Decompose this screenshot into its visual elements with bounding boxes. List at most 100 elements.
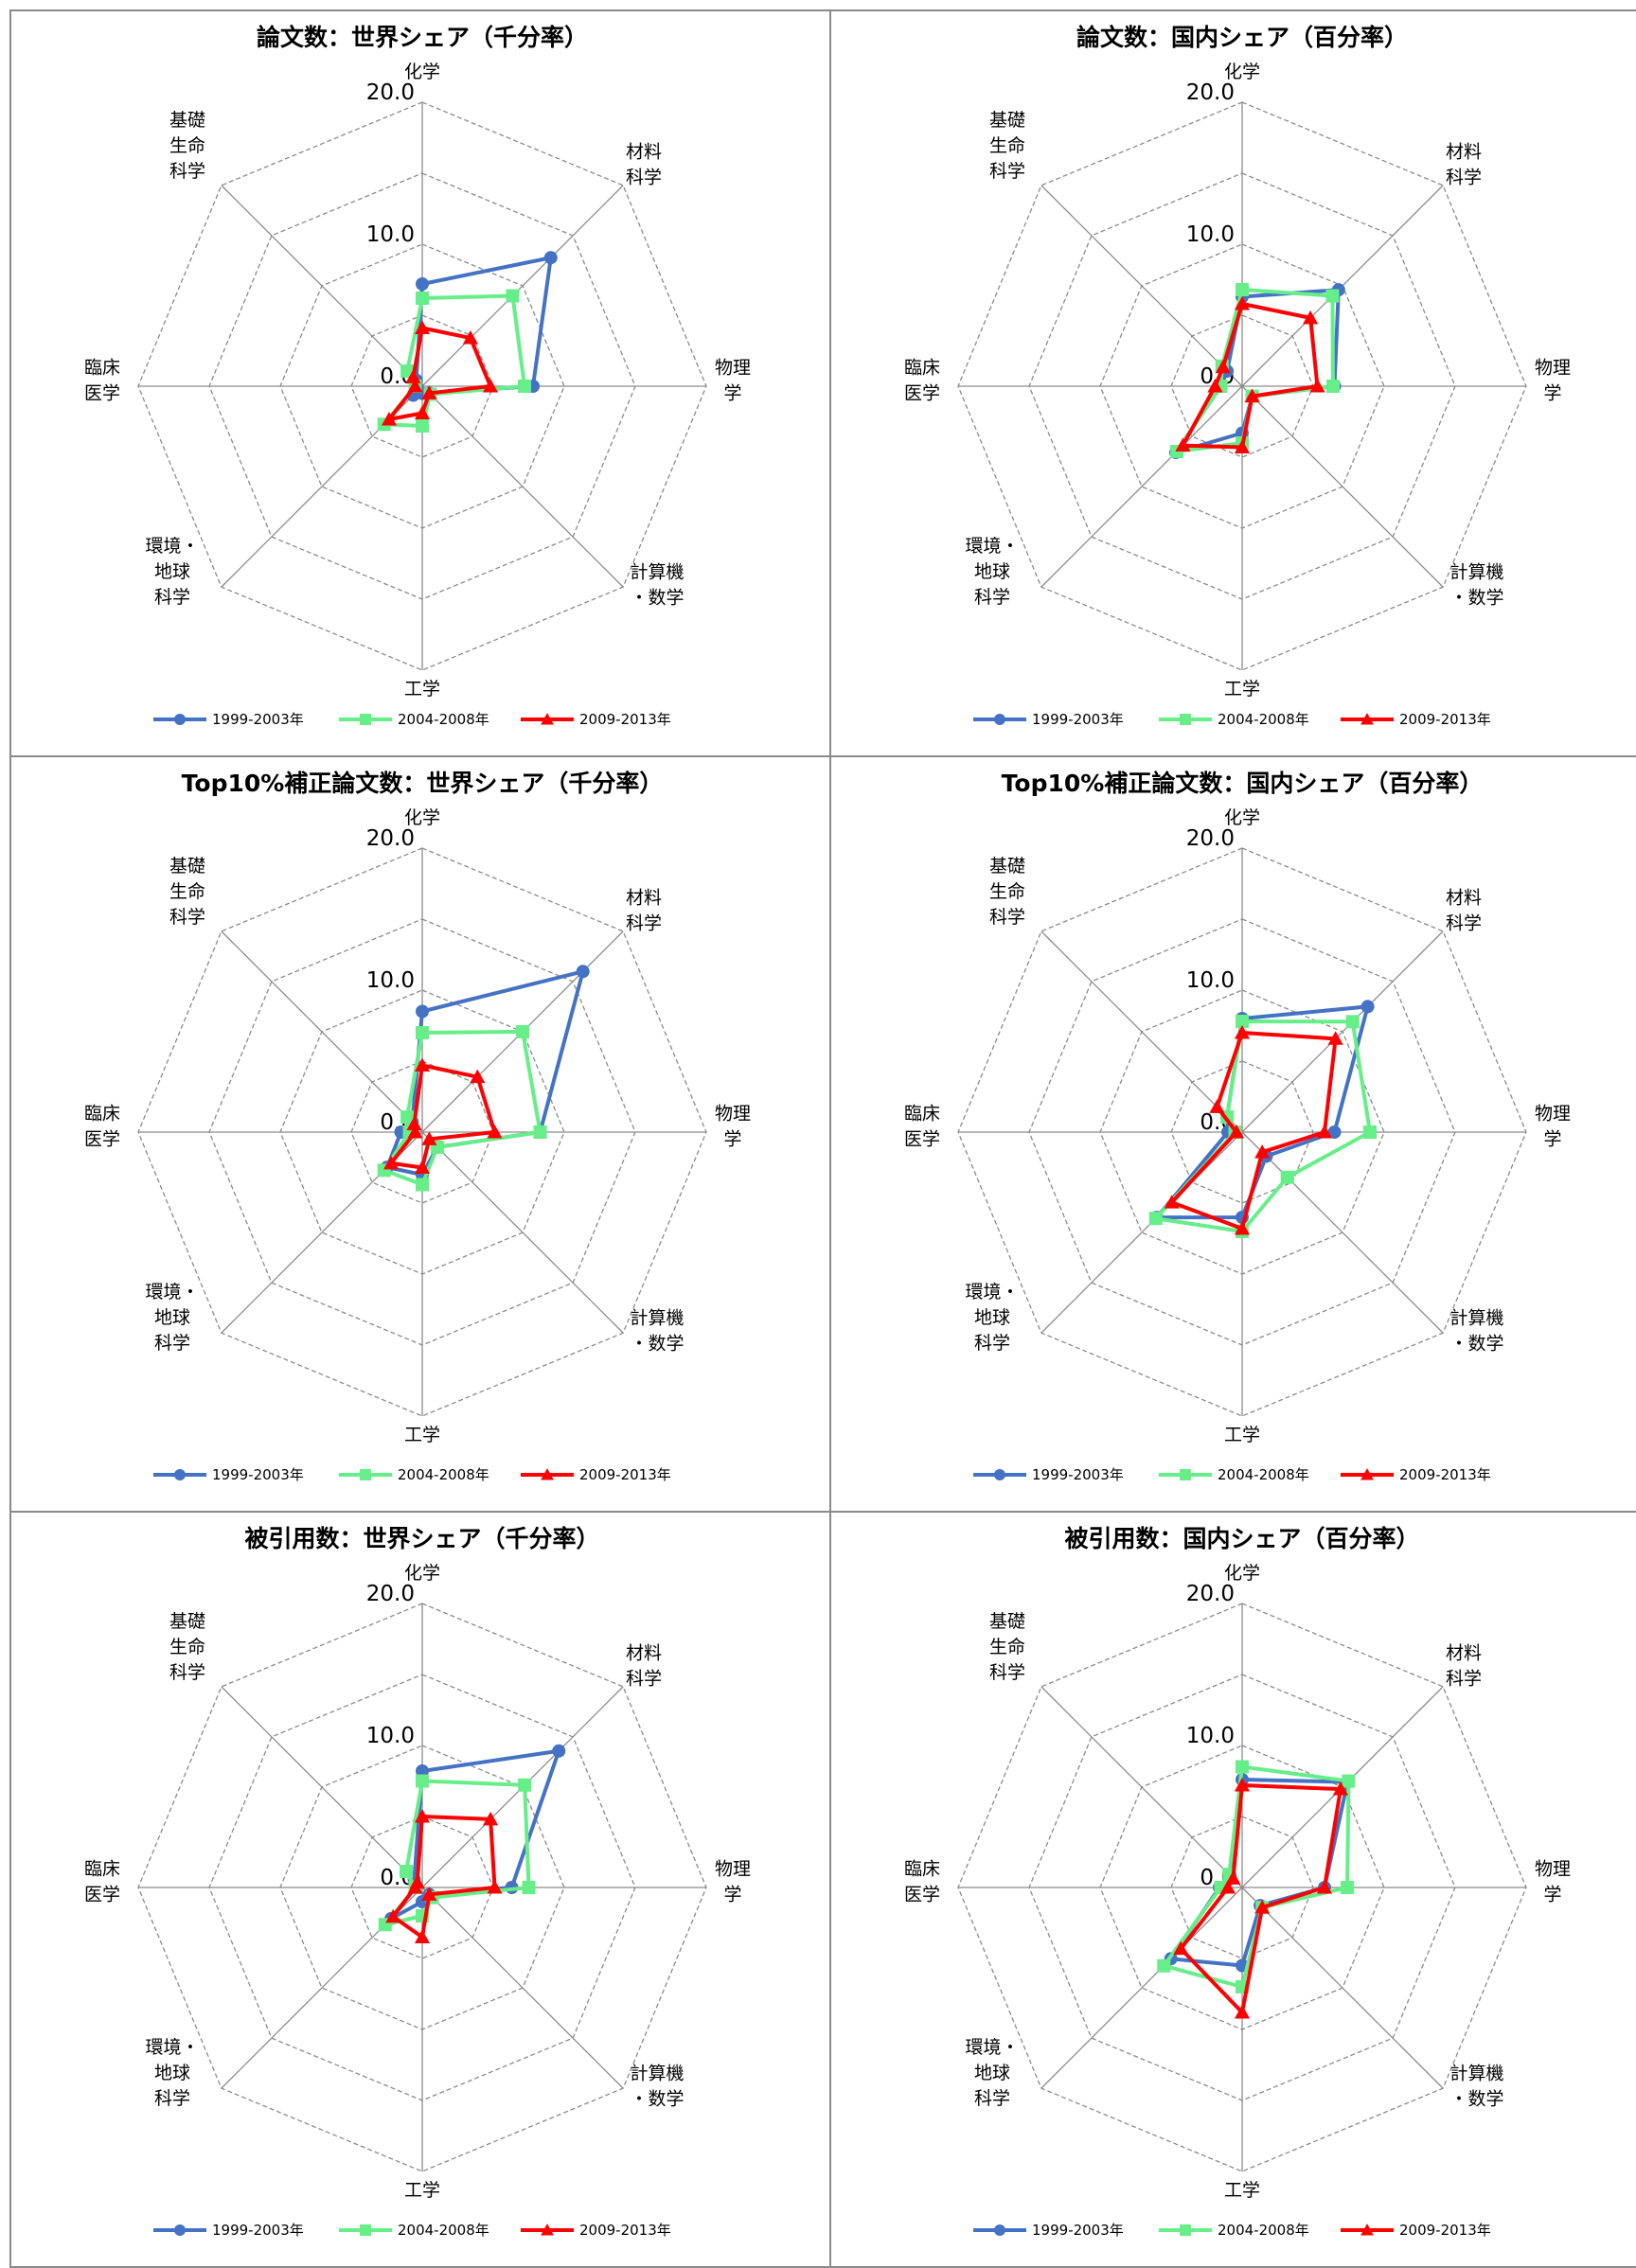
legend-marker bbox=[174, 714, 186, 725]
axis-tick-label: 10.0 bbox=[1186, 968, 1235, 993]
data-point bbox=[1173, 1940, 1189, 1956]
category-label: 臨床医学 bbox=[84, 1104, 120, 1150]
category-label: 化学 bbox=[1224, 1563, 1260, 1584]
data-point bbox=[1360, 1000, 1375, 1014]
data-point bbox=[416, 1178, 429, 1192]
legend-label: 2009-2013年 bbox=[1399, 1466, 1491, 1483]
data-point bbox=[1207, 378, 1223, 393]
legend-label: 2004-2008年 bbox=[1218, 711, 1309, 728]
data-point bbox=[414, 1808, 431, 1823]
data-point bbox=[1234, 1220, 1251, 1235]
category-label: 基礎生命科学 bbox=[989, 110, 1025, 182]
axis-spoke bbox=[1241, 1131, 1444, 1334]
legend-marker bbox=[174, 2224, 186, 2236]
category-label: 計算機・数学 bbox=[630, 1308, 684, 1355]
axis-spoke bbox=[1040, 1887, 1243, 2089]
data-point bbox=[421, 1887, 437, 1901]
axis-spoke bbox=[421, 185, 624, 387]
data-point bbox=[1148, 1212, 1163, 1226]
category-label: 材料科学 bbox=[626, 888, 662, 934]
legend-marker bbox=[360, 1469, 371, 1480]
radar-chart-svg: Top10%補正論文数：国内シェア（百分率）0.010.020.0化学材料科学物… bbox=[904, 770, 1571, 1483]
category-label: 化学 bbox=[404, 807, 440, 828]
data-point bbox=[1157, 1958, 1171, 1973]
legend-marker bbox=[360, 714, 371, 725]
radar-panel-3: Top10%補正論文数：世界シェア（千分率） 0.0 10.0 20.0 化学 材料科学物… bbox=[9, 755, 831, 1513]
axis-spoke bbox=[221, 1686, 423, 1888]
data-point bbox=[416, 1004, 429, 1019]
category-label: 環境・地球科学 bbox=[965, 1282, 1019, 1354]
data-point bbox=[482, 378, 499, 393]
axis-spoke bbox=[221, 185, 423, 387]
category-label: 環境・地球科学 bbox=[145, 2037, 199, 2109]
data-point bbox=[1327, 1031, 1343, 1045]
data-point bbox=[407, 378, 423, 393]
category-label: 基礎生命科学 bbox=[989, 1611, 1025, 1683]
data-point bbox=[400, 1110, 415, 1125]
data-point bbox=[416, 1774, 429, 1788]
chart-title: 被引用数：国内シェア（百分率） bbox=[1064, 1525, 1419, 1552]
grid-ring bbox=[350, 1060, 494, 1204]
data-point bbox=[1280, 1170, 1294, 1184]
data-point bbox=[1327, 1125, 1342, 1139]
legend-label: 1999-2003年 bbox=[1032, 1466, 1124, 1483]
category-label: 化学 bbox=[1224, 62, 1260, 82]
data-point bbox=[409, 1874, 425, 1889]
data-point bbox=[470, 1069, 486, 1084]
category-label: 基礎生命科学 bbox=[169, 856, 205, 928]
category-label: 工学 bbox=[404, 679, 440, 700]
data-point bbox=[462, 330, 478, 345]
category-label: 計算機・数学 bbox=[1449, 562, 1503, 609]
data-point bbox=[383, 1155, 400, 1170]
axis-spoke bbox=[221, 930, 423, 1133]
data-point bbox=[1363, 1125, 1377, 1139]
data-point bbox=[414, 1057, 431, 1072]
data-point bbox=[516, 1024, 530, 1038]
category-label: 化学 bbox=[404, 1563, 440, 1584]
data-point bbox=[1332, 1781, 1348, 1796]
axis-spoke bbox=[1241, 930, 1444, 1133]
radar-panel-6: 被引用数：国内シェア（百分率） 0.0 10.0 20.0 化学 材料科学 物理学 計算機・数… bbox=[829, 1511, 1636, 2268]
data-point bbox=[1175, 437, 1191, 452]
series-line bbox=[1168, 1778, 1350, 1968]
grid-ring bbox=[957, 101, 1527, 671]
category-label: 物理学 bbox=[715, 1104, 751, 1150]
series-line bbox=[1162, 1764, 1351, 1989]
legend-label: 2004-2008年 bbox=[1218, 1466, 1309, 1483]
data-point bbox=[1234, 439, 1251, 453]
category-label: 臨床医学 bbox=[904, 1859, 940, 1905]
legend-label: 2004-2008年 bbox=[1218, 2222, 1309, 2239]
legend-marker bbox=[994, 714, 1005, 725]
axis-tick-label: 20.0 bbox=[1186, 826, 1235, 851]
radar-chart-svg: 論文数：国内シェア（百分率）0.010.020.0化学材料科学物理学計算機・数学… bbox=[904, 24, 1571, 728]
data-point bbox=[1236, 1760, 1249, 1774]
data-point bbox=[518, 380, 531, 393]
legend-marker bbox=[1360, 2224, 1374, 2236]
legend-marker bbox=[541, 713, 554, 725]
series-line bbox=[382, 293, 526, 428]
axis-tick-label: 10.0 bbox=[366, 1724, 415, 1748]
axis-tick-label: 10.0 bbox=[1186, 222, 1235, 247]
data-point bbox=[1326, 380, 1340, 393]
category-label: 計算機・数学 bbox=[1449, 1308, 1503, 1355]
axis-spoke bbox=[1241, 385, 1444, 588]
data-point bbox=[518, 1778, 532, 1792]
data-point bbox=[416, 1026, 429, 1039]
axis-spoke bbox=[421, 385, 624, 588]
data-point bbox=[1234, 295, 1251, 310]
data-point bbox=[552, 1744, 566, 1758]
axis-tick-label: 10.0 bbox=[1186, 1724, 1235, 1748]
data-point bbox=[1244, 388, 1260, 403]
category-label: 物理学 bbox=[1535, 1859, 1571, 1905]
category-label: 計算機・数学 bbox=[1449, 2064, 1503, 2110]
data-point bbox=[1342, 1774, 1356, 1788]
data-point bbox=[1236, 283, 1249, 296]
category-label: 環境・地球科学 bbox=[145, 1282, 199, 1354]
data-point bbox=[406, 1116, 422, 1130]
data-point bbox=[381, 411, 398, 426]
chart-title: Top10%補正論文数：国内シェア（百分率） bbox=[1002, 770, 1484, 797]
radar-chart-svg: 論文数：世界シェア（千分率）0.010.020.0化学材料科学物理学計算機・数学… bbox=[84, 24, 751, 728]
legend-label: 2004-2008年 bbox=[398, 2222, 489, 2239]
legend-label: 1999-2003年 bbox=[1032, 711, 1124, 728]
legend-label: 1999-2003年 bbox=[1032, 2222, 1124, 2239]
